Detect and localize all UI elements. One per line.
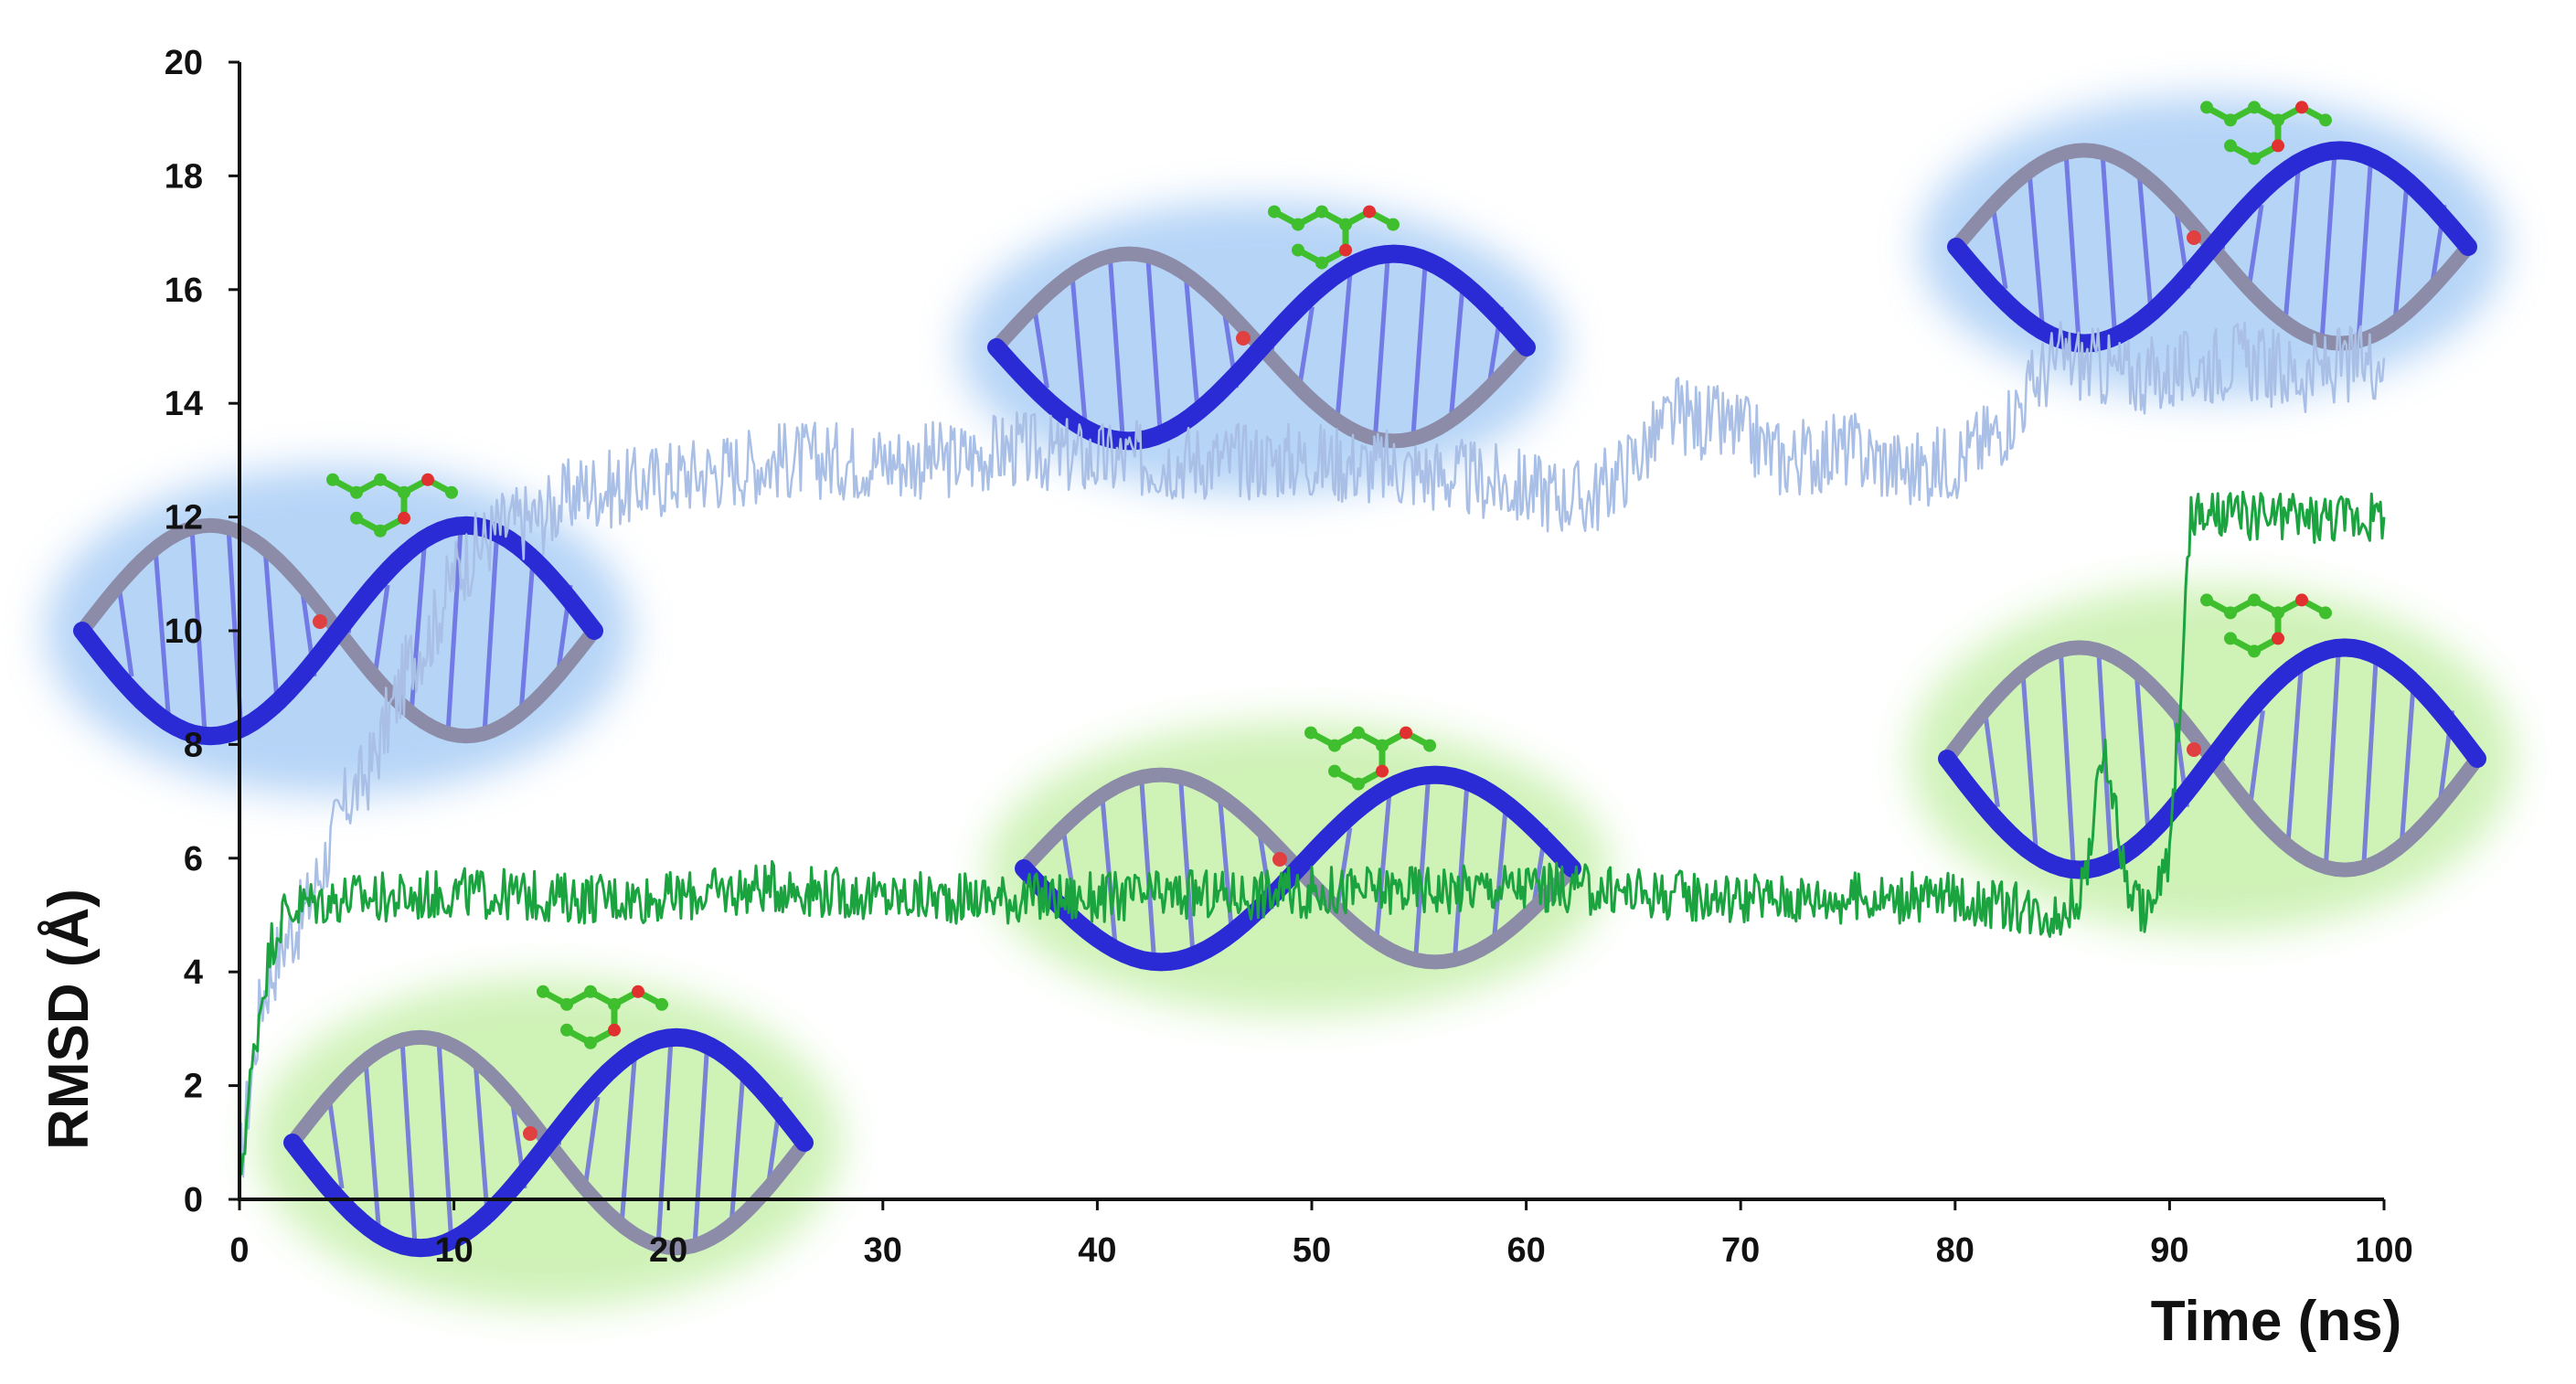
y-tick-label: 18: [165, 157, 203, 196]
plot-area: [238, 321, 2386, 1178]
y-tick-label: 0: [184, 1181, 203, 1219]
y-tick-label: 6: [184, 840, 203, 878]
x-tick-label: 80: [1936, 1231, 1975, 1270]
snapshot-green-3: [1911, 585, 2514, 932]
y-tick-label: 20: [165, 44, 203, 82]
x-tick-label: 70: [1721, 1231, 1760, 1270]
y-tick-label: 10: [165, 612, 203, 651]
x-tick-label: 90: [2150, 1231, 2188, 1270]
series-line-1: [238, 321, 2386, 1178]
x-tick-label: 20: [649, 1231, 687, 1270]
y-tick-label: 4: [184, 953, 203, 992]
x-tick-label: 60: [1506, 1231, 1545, 1270]
y-tick-label: 12: [165, 499, 203, 538]
axis-ticks: 0 2 4 6 8 10 12 14 16 18 20 0 10 20 30 40 50 60 70 80 90 100: [165, 44, 2413, 1270]
x-tick-label: 50: [1293, 1231, 1331, 1270]
snapshot-blue-2: [960, 201, 1563, 494]
structure-snapshots: [46, 96, 2514, 1307]
y-tick-label: 2: [184, 1068, 203, 1106]
x-tick-label: 100: [2355, 1231, 2412, 1270]
x-tick-label: 0: [229, 1231, 249, 1270]
y-tick-label: 14: [165, 385, 203, 423]
x-tick-label: 30: [864, 1231, 902, 1270]
x-axis-title: Time (ns): [2151, 1290, 2401, 1353]
snapshot-green-2: [987, 722, 1609, 1015]
snapshot-blue-3: [1920, 96, 2505, 398]
snapshot-green-1: [256, 978, 841, 1307]
series-line-2: [238, 490, 2386, 1176]
x-tick-label: 40: [1078, 1231, 1116, 1270]
y-tick-label: 16: [165, 271, 203, 310]
y-tick-label: 8: [184, 726, 203, 764]
x-tick-label: 10: [434, 1231, 473, 1270]
y-axis-title: RMSD (Å): [37, 889, 101, 1150]
